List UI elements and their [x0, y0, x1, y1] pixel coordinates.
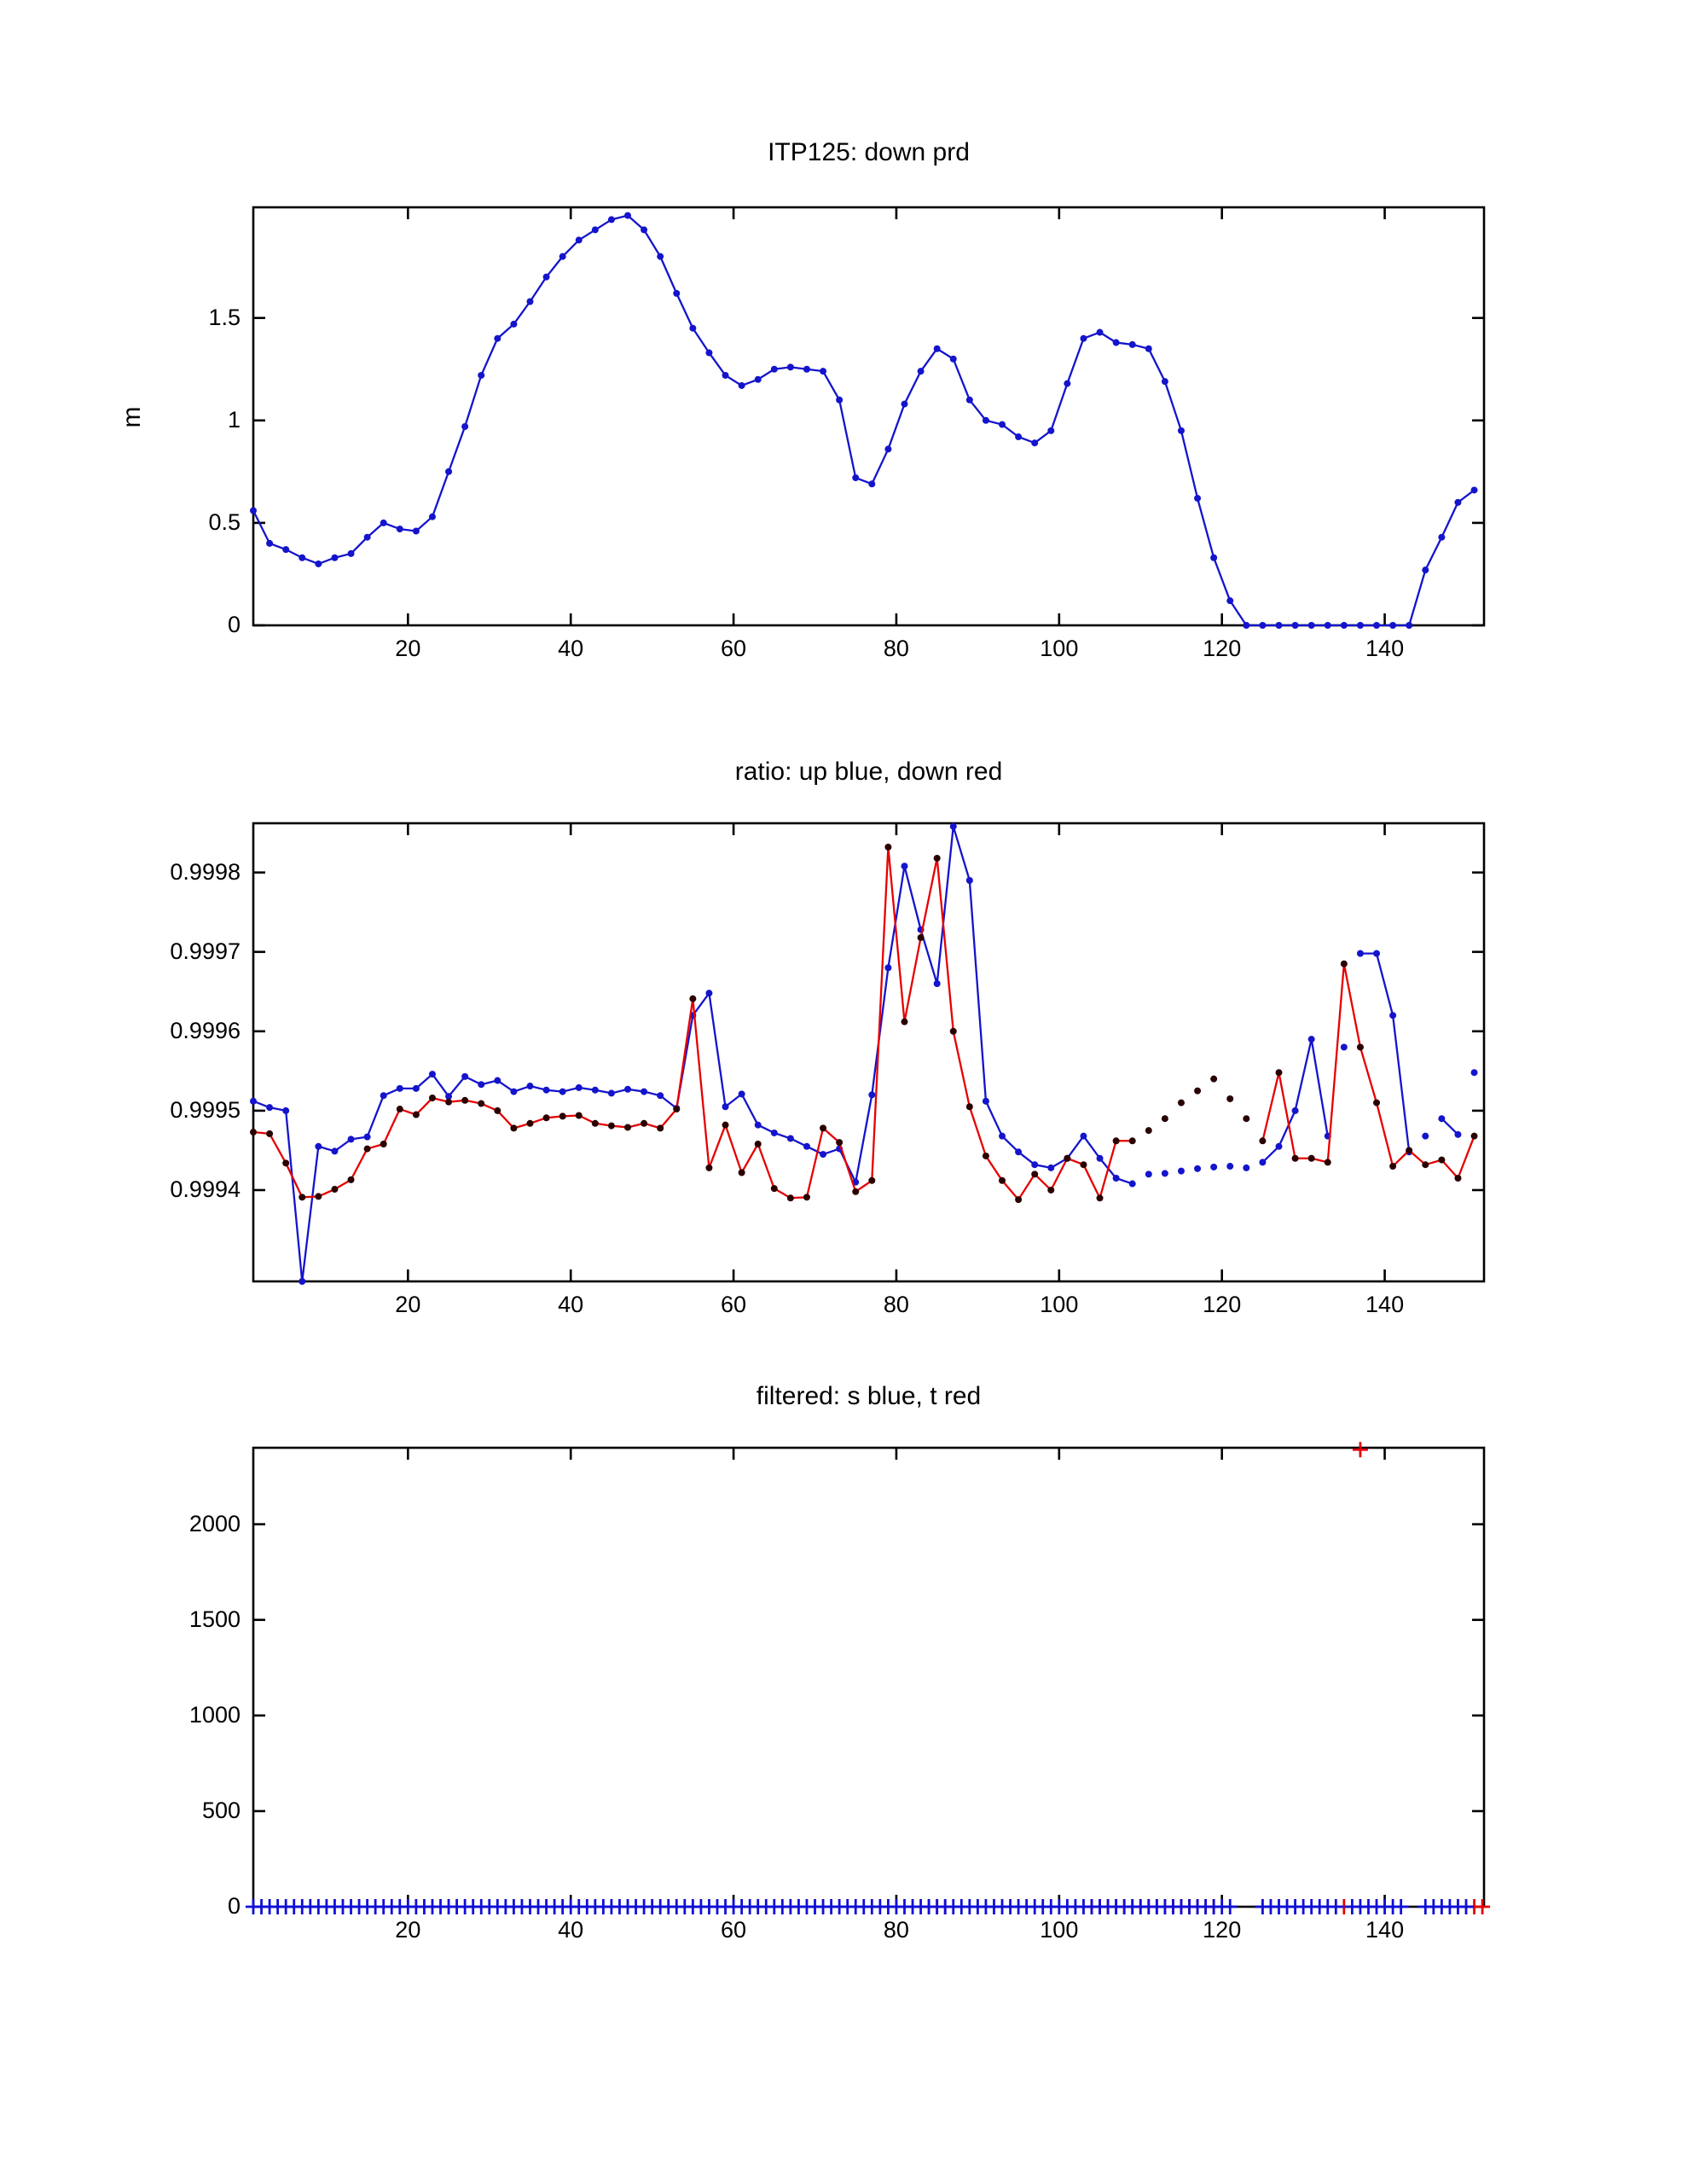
x-tick-label: 80	[883, 636, 909, 661]
y-tick-label: 1.5	[208, 304, 241, 330]
series-markers-t-filtered-red	[921, 1442, 1491, 1914]
x-tick-label: 100	[1040, 1292, 1079, 1317]
x-tick-label: 100	[1040, 1917, 1079, 1943]
chart1-title: ITP125: down prd	[768, 138, 970, 166]
series-markers-s-filtered-blue	[246, 1899, 1475, 1914]
y-tick-label: 0	[227, 1893, 241, 1919]
y-tick-label: 2000	[188, 1510, 241, 1536]
series-markers-ratio-up	[250, 822, 1478, 1285]
x-tick-label: 40	[558, 636, 584, 661]
x-tick-label: 80	[883, 1292, 909, 1317]
axis-box	[252, 1446, 1486, 1908]
axis-box	[252, 206, 1486, 627]
y-tick-label: 1	[227, 406, 241, 433]
x-tick-label: 100	[1040, 636, 1079, 661]
y-tick-label: 0.9996	[170, 1017, 241, 1043]
chart2-title: ratio: up blue, down red	[734, 758, 1003, 786]
series-markers-down-profile-depth	[250, 212, 1478, 629]
y-tick-label: 0.9997	[170, 938, 241, 964]
x-tick-label: 140	[1365, 1917, 1405, 1943]
x-tick-label: 40	[558, 1917, 584, 1943]
y-tick-label: 0.9998	[170, 858, 241, 885]
y-tick-label: 0.5	[208, 508, 241, 535]
y-tick-label: 0.9995	[170, 1096, 241, 1123]
x-tick-label: 20	[395, 1292, 421, 1317]
x-tick-label: 80	[883, 1917, 909, 1943]
y-tick-label: 1500	[188, 1606, 241, 1632]
x-tick-label: 60	[721, 636, 747, 661]
y-tick-label: 0.9994	[170, 1176, 241, 1202]
series-line-ratio-up	[1261, 1037, 1329, 1164]
series-markers-ratio-down	[250, 843, 1478, 1204]
series-line-ratio-down	[1261, 962, 1475, 1180]
x-tick-label: 120	[1203, 1917, 1242, 1943]
y-tick-label: 0	[227, 612, 241, 637]
x-tick-label: 40	[558, 1292, 584, 1317]
x-tick-label: 20	[395, 636, 421, 661]
y-tick-label: 500	[201, 1797, 241, 1823]
x-tick-label: 20	[395, 1917, 421, 1943]
x-tick-label: 140	[1365, 1292, 1405, 1317]
chart3-title: filtered: s blue, t red	[756, 1382, 982, 1410]
x-tick-label: 120	[1203, 1292, 1242, 1317]
x-tick-label: 120	[1203, 636, 1242, 661]
series-line-down-profile-depth	[252, 214, 1475, 627]
series-line-ratio-up	[252, 825, 1133, 1283]
series-line-ratio-up	[1441, 1118, 1459, 1136]
series-line-ratio-down	[252, 845, 1133, 1201]
axis-box	[252, 822, 1486, 1283]
x-tick-label: 140	[1365, 636, 1405, 661]
series-line-ratio-up	[1359, 952, 1411, 1153]
x-tick-label: 60	[721, 1292, 747, 1317]
y-tick-label: 1000	[188, 1701, 241, 1728]
x-tick-label: 60	[721, 1917, 747, 1943]
